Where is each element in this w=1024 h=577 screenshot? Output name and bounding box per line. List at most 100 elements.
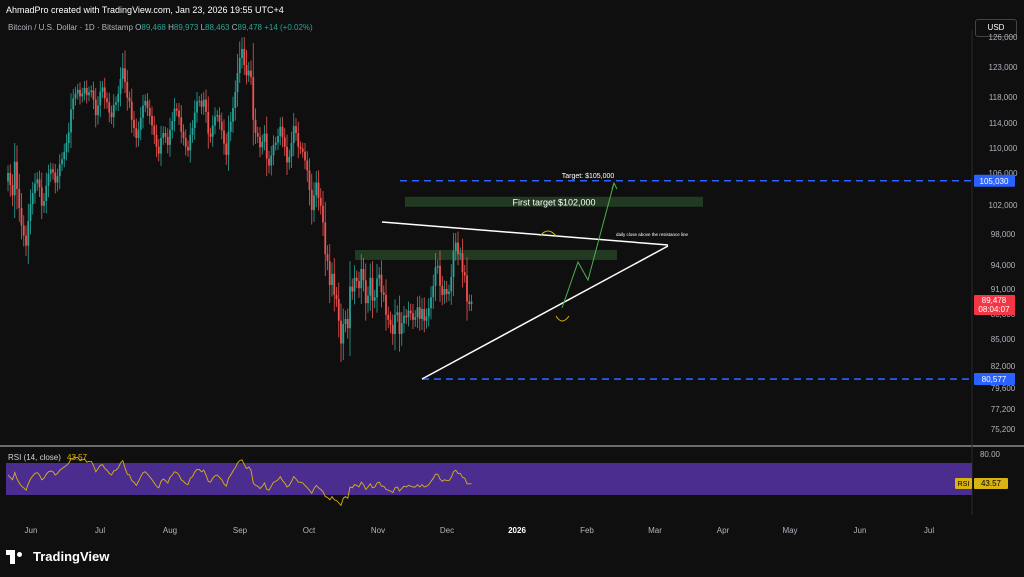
candle-body [250, 70, 252, 78]
candle-body [234, 92, 237, 109]
candle-body [110, 112, 113, 118]
time-tick-label: Jun [854, 526, 867, 535]
symbol-legend: Bitcoin / U.S. Dollar · 1D · Bitstamp O8… [8, 23, 313, 32]
candle-body [20, 207, 23, 226]
candle-body [151, 115, 153, 126]
candle-body [97, 105, 99, 116]
candle-body [216, 115, 219, 117]
candle-body [130, 101, 133, 120]
candle-body [382, 292, 385, 295]
candle-body [191, 128, 194, 135]
candle-body [18, 189, 21, 208]
candle-body [445, 289, 448, 294]
candle-body [166, 136, 169, 145]
candle-body [391, 324, 394, 334]
candle-body [205, 99, 207, 112]
candle-body [430, 297, 432, 309]
candle-body [376, 278, 378, 298]
candle-body [193, 112, 196, 128]
candle-body [373, 297, 376, 301]
candle-body [353, 277, 356, 292]
time-tick-label: 2026 [508, 526, 526, 535]
candle-body [297, 133, 300, 147]
candle-body [344, 319, 347, 324]
candle-body [427, 308, 430, 317]
candle-body [254, 119, 257, 133]
candle-body [299, 146, 302, 149]
change-value: +14 (+0.02%) [264, 23, 313, 32]
candle-body [274, 142, 277, 145]
rsi-legend-value: 43.57 [67, 453, 88, 462]
candle-body [115, 102, 117, 105]
candle-body [232, 108, 234, 122]
currency-selector[interactable]: USD [975, 19, 1017, 37]
candle-body [306, 160, 309, 171]
resistance-zone [355, 249, 617, 260]
candle-body [247, 70, 250, 76]
candle-body [358, 281, 360, 289]
candle-body [290, 143, 293, 157]
countdown-label: 08:04:07 [978, 305, 1010, 314]
candle-body [322, 205, 324, 223]
rsi-band [6, 463, 972, 495]
candle-body [142, 105, 144, 118]
brand-name: TradingView [33, 549, 110, 564]
high-label: H [168, 23, 174, 32]
candle-body [157, 146, 160, 154]
candle-body [76, 89, 79, 94]
time-tick-label: Jul [95, 526, 105, 535]
rsi-value-badge [974, 478, 1008, 489]
candle-body [443, 289, 446, 295]
candle-body [292, 126, 295, 143]
candle-body [268, 158, 270, 166]
candle-body [108, 102, 111, 113]
candle-body [412, 313, 414, 320]
candle-body [441, 285, 444, 295]
candle-body [277, 136, 279, 143]
candle-body [468, 301, 471, 304]
candle-body [52, 169, 54, 173]
candle-body [295, 126, 297, 133]
candle-body [405, 315, 408, 318]
candle-body [36, 179, 39, 184]
candle-body [112, 104, 115, 118]
candle-body [187, 146, 189, 151]
candle-body [65, 143, 68, 152]
candle-body [261, 141, 264, 148]
time-tick-label: Jul [924, 526, 934, 535]
candle-body [457, 242, 459, 255]
time-tick-label: Mar [648, 526, 662, 535]
candle-body [436, 265, 439, 268]
price-tick-label: 114,000 [989, 119, 1018, 128]
candle-body [270, 155, 273, 166]
candle-body [369, 277, 372, 296]
high-value: 89,973 [173, 23, 199, 32]
candle-body [351, 286, 354, 292]
candle-body [331, 273, 333, 285]
open-label: O [135, 23, 142, 32]
candle-body [135, 128, 138, 138]
candle-body [38, 179, 41, 188]
candle-body [414, 317, 417, 320]
candle-body [63, 151, 66, 160]
price-level-badge [974, 373, 1015, 386]
first-target-zone [405, 196, 703, 207]
candle-body [245, 65, 248, 76]
candle-body [144, 100, 147, 106]
candle-body [425, 316, 428, 321]
candle-body [326, 254, 329, 262]
candle-body [454, 242, 457, 252]
candle-body [153, 125, 156, 135]
candle-body [434, 267, 437, 286]
candle-body [178, 110, 180, 118]
candle-body [288, 156, 291, 163]
time-tick-label: Feb [580, 526, 594, 535]
rsi-tick-label: 80.00 [980, 450, 1001, 459]
candle-body [272, 144, 275, 156]
candle-body [54, 172, 57, 183]
price-tick-label: 118,000 [989, 93, 1018, 102]
candle-body [121, 68, 124, 79]
candle-body [439, 265, 441, 286]
candle-body [79, 89, 81, 97]
